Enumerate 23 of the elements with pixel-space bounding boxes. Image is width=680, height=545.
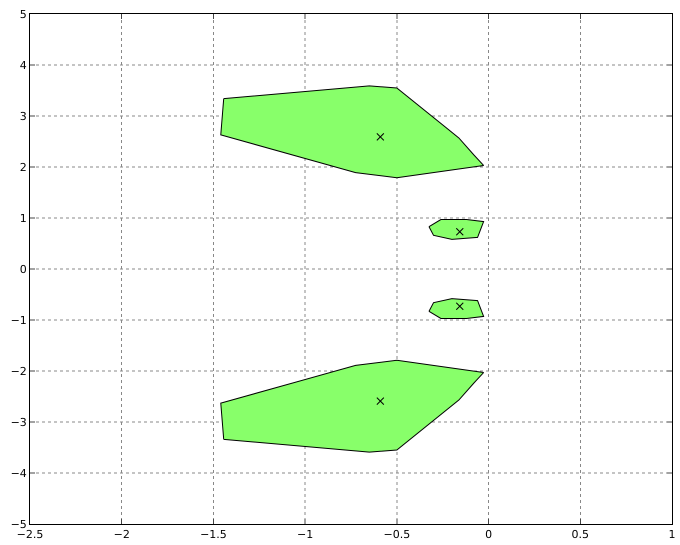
x-tick-label: 1 [668, 528, 676, 542]
y-tick-label: −4 [10, 466, 27, 480]
y-tick-label: 5 [20, 8, 27, 21]
x-tick-label: −2.5 [16, 528, 44, 542]
y-tick-label: 0 [20, 262, 27, 276]
y-tick-label: 2 [20, 160, 27, 174]
point [456, 302, 464, 310]
x-tick-label: −1.5 [200, 528, 227, 542]
y-tick-label: −5 [10, 518, 27, 531]
y-tick-label: −1 [10, 314, 27, 327]
x-tick-label: −0.5 [384, 528, 410, 542]
y-tick-label: −3 [10, 416, 27, 429]
y-tick-label: 3 [20, 110, 27, 123]
y-tick-label: 4 [20, 58, 27, 72]
y-tick-label: 1 [20, 212, 27, 225]
x-tick-label: −2 [114, 528, 130, 542]
point [456, 228, 464, 236]
x-tick-label: −1 [297, 528, 314, 542]
x-tick-label: 0.5 [572, 528, 590, 542]
point [376, 132, 384, 141]
x-tick-label: 0 [485, 528, 492, 542]
point [376, 397, 384, 406]
y-tick-label: −2 [10, 364, 27, 378]
